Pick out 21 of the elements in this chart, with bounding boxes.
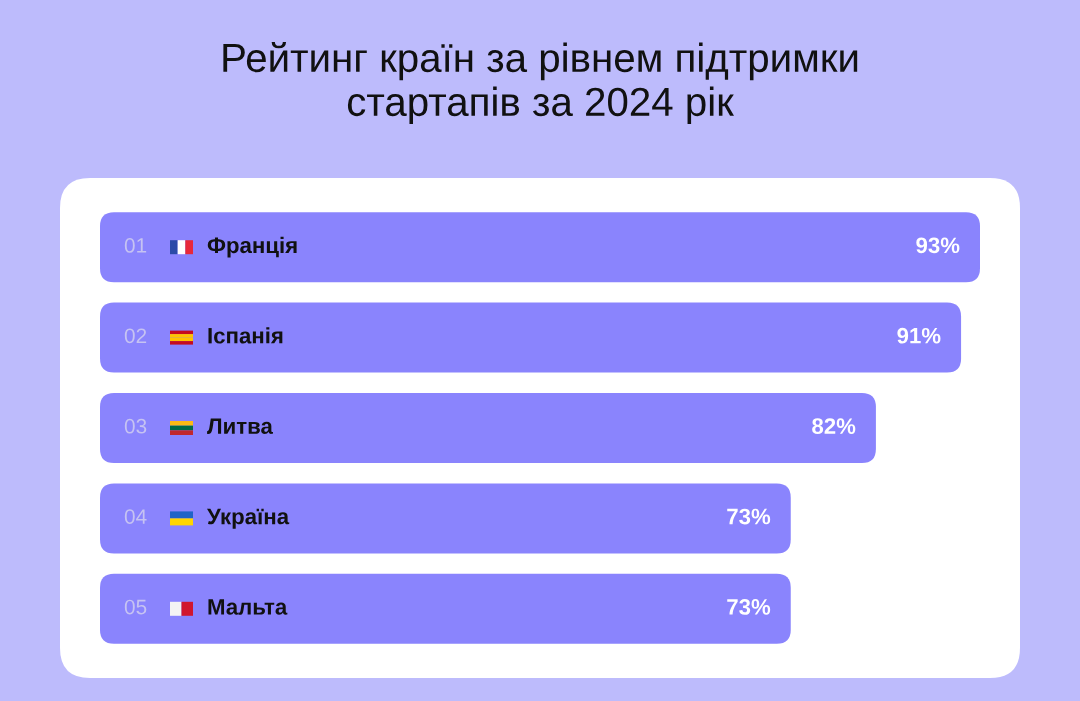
- data-label: 73%: [727, 508, 771, 525]
- data-label: 82%: [812, 418, 856, 434]
- annotation: 02: [124, 328, 147, 344]
- bar: [100, 393, 876, 463]
- data-label: 91%: [897, 327, 941, 344]
- annotation: 05: [124, 599, 147, 615]
- annotation: 01: [124, 238, 147, 253]
- annotation: 04: [124, 509, 147, 524]
- data-label: 93%: [916, 237, 960, 254]
- bar: [100, 483, 791, 554]
- y-tick-label: Литва: [207, 418, 273, 434]
- y-tick-label: Мальта: [208, 599, 288, 615]
- chart-title: Рейтинг країн за рівнем підтримки стартапів за 2024 рік: [223, 41, 858, 125]
- y-tick-label: Франція: [207, 236, 297, 258]
- data-label: 73%: [727, 599, 771, 615]
- bar: [100, 302, 962, 373]
- y-tick-label: Іспанія: [208, 327, 283, 344]
- bar: [100, 212, 980, 283]
- bar: [100, 573, 791, 644]
- annotation: 03: [124, 418, 147, 434]
- y-tick-label: Україна: [207, 508, 290, 529]
